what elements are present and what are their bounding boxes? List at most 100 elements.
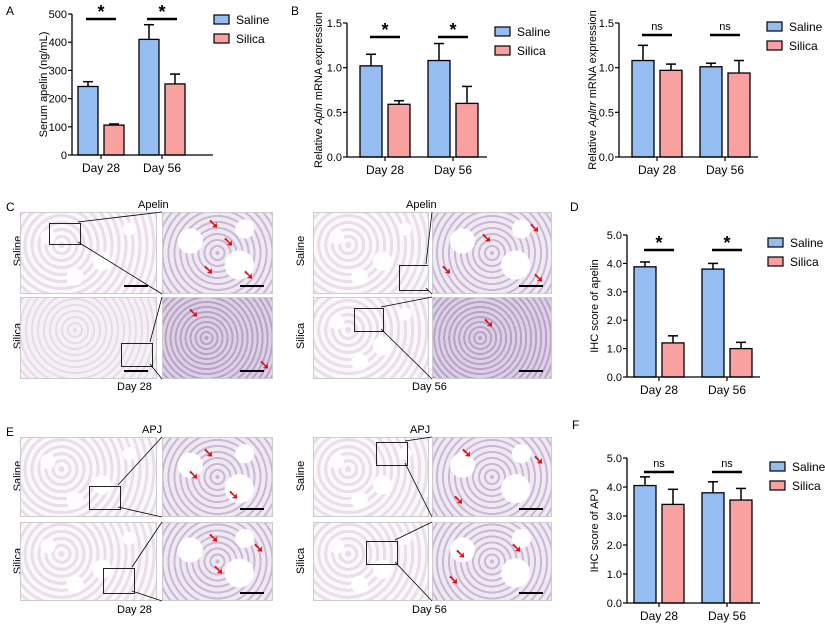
histology-apelin-saline-day28-overview xyxy=(20,212,157,294)
bar-silica xyxy=(661,503,685,604)
legend-swatch-silica xyxy=(769,480,786,491)
red-arrow-icon: ➘ xyxy=(223,234,234,249)
significance-label: * xyxy=(381,20,388,40)
panel-label-e: E xyxy=(6,425,15,439)
scale-bar xyxy=(240,592,264,594)
y-axis-label-part: mRNA expression xyxy=(587,10,599,101)
chart-A: 0 100 200 300 400 500 Day 28 * Day 56 * Serum apel… xyxy=(38,2,270,175)
histology-apj-silica-day28-zoom: ➘ ➘ ➘ xyxy=(162,522,273,601)
y-tick-label: 1.5 xyxy=(599,18,614,30)
bar-silica xyxy=(387,103,411,158)
scale-bar xyxy=(240,508,264,510)
y-tick-label: 1.0 xyxy=(607,344,622,356)
zoom-region-box xyxy=(49,223,81,245)
bar-silica xyxy=(729,499,753,604)
legend-label: Silica xyxy=(517,44,546,58)
panel-label-a: A xyxy=(6,4,15,18)
y-tick-label: 5.0 xyxy=(607,230,622,242)
zoom-connector-line xyxy=(117,436,163,486)
red-arrow-icon: ➘ xyxy=(533,270,544,285)
zoom-connector-line xyxy=(77,241,163,295)
legend-swatch-silica xyxy=(213,33,230,44)
red-arrow-icon: ➘ xyxy=(213,562,224,577)
histology-apelin-silica-day28-zoom: ➘ ➘ xyxy=(162,297,273,379)
significance-label: * xyxy=(723,233,730,253)
y-tick-label: 2.0 xyxy=(607,315,622,327)
histology-apj-saline-day28-overview xyxy=(20,437,157,517)
legend-label: Saline xyxy=(789,20,823,34)
red-arrow-icon: ➘ xyxy=(228,487,239,502)
chart-B2: 0.0 0.5 1.0 1.5 Day 28 ns Day 56 ns Relative Apl… xyxy=(587,10,823,177)
y-tick-label: 4.0 xyxy=(607,258,622,270)
red-arrow-icon: ➘ xyxy=(441,262,452,277)
y-axis-label: Relative Aplnr mRNA expression xyxy=(587,10,599,170)
zoom-region-box xyxy=(399,265,428,291)
histology-apj-saline-day56-zoom: ➘ ➘ ➘ xyxy=(432,437,552,517)
red-arrow-icon: ➘ xyxy=(208,216,219,231)
zoom-connector-line xyxy=(131,521,163,568)
red-arrow-icon: ➘ xyxy=(483,315,494,330)
histology-apelin-saline-day56-overview xyxy=(313,212,429,294)
bar-silica xyxy=(103,124,125,156)
y-tick-label: 500 xyxy=(49,9,67,21)
red-arrow-icon: ➘ xyxy=(448,572,459,587)
zoom-connector-line xyxy=(425,211,433,265)
scale-bar xyxy=(240,285,264,287)
chart-D: 0.0 1.0 2.0 3.0 4.0 5.0 Day 28 * Day 56 * IHC scor… xyxy=(589,230,824,397)
y-tick-label: 0.0 xyxy=(607,372,622,384)
bar-silica xyxy=(727,72,751,158)
zoom-region-box xyxy=(376,442,408,466)
bar-saline xyxy=(633,266,657,378)
significance-label: * xyxy=(449,20,456,40)
histology-apj-silica-day56-zoom: ➘ ➘ ➘ xyxy=(432,522,552,601)
apelin-title-day56: Apelin xyxy=(406,199,437,211)
histology-apj-saline-day56-overview xyxy=(313,437,429,517)
legend-swatch-silica xyxy=(494,45,511,56)
x-tick-label: Day 56 xyxy=(706,163,744,177)
zoom-connector-line xyxy=(404,436,433,442)
bar-saline xyxy=(138,38,160,156)
legend-swatch-silica xyxy=(767,256,784,267)
y-tick-label: 1.5 xyxy=(327,18,342,30)
y-axis-label-part: Aplnr xyxy=(587,100,599,128)
y-tick-label: 3.0 xyxy=(607,287,622,299)
red-arrow-icon: ➘ xyxy=(188,467,199,482)
histology-apelin-silica-day56-overview xyxy=(313,297,429,379)
bar-silica xyxy=(729,347,753,378)
significance-label: * xyxy=(655,233,662,253)
zoom-connector-line xyxy=(131,590,163,602)
red-arrow-icon: ➘ xyxy=(203,445,214,460)
red-arrow-icon: ➘ xyxy=(188,305,199,320)
significance-label: ns xyxy=(651,21,663,33)
histology-apelin-saline-day28-zoom: ➘ ➘ ➘ ➘ xyxy=(162,212,273,294)
legend-label: Saline xyxy=(792,460,825,474)
zoom-connector-line xyxy=(380,328,433,380)
x-tick-label: Day 56 xyxy=(708,383,746,397)
zoom-connector-line xyxy=(394,521,433,541)
y-tick-label: 0.5 xyxy=(327,107,342,119)
red-arrow-icon: ➘ xyxy=(455,546,466,561)
x-tick-label: Day 56 xyxy=(434,163,472,177)
legend-label: Saline xyxy=(790,236,824,250)
apj-title-day28: APJ xyxy=(142,424,163,436)
zoom-connector-line xyxy=(425,287,433,295)
panel-label-f: F xyxy=(572,418,580,432)
scale-bar xyxy=(519,508,543,510)
histology-apj-saline-day28-zoom: ➘ ➘ ➘ xyxy=(162,437,273,517)
y-tick-label: 1.0 xyxy=(607,569,622,581)
legend-label: Silica xyxy=(789,39,818,53)
significance-label: ns xyxy=(653,458,665,470)
y-tick-label: 5.0 xyxy=(607,453,622,465)
bar-saline xyxy=(699,66,723,158)
y-tick-label: 300 xyxy=(49,65,67,77)
panel-label-c: C xyxy=(6,200,15,214)
significance-label: ns xyxy=(721,458,733,470)
red-arrow-icon: ➘ xyxy=(529,220,540,235)
red-arrow-icon: ➘ xyxy=(461,445,472,460)
y-axis-label: IHC score of APJ xyxy=(589,489,601,573)
legend-label: Silica xyxy=(790,255,819,269)
panel-label-d: D xyxy=(570,200,579,214)
x-tick-label: Day 28 xyxy=(366,163,404,177)
red-arrow-icon: ➘ xyxy=(243,267,254,282)
red-arrow-icon: ➘ xyxy=(481,230,492,245)
